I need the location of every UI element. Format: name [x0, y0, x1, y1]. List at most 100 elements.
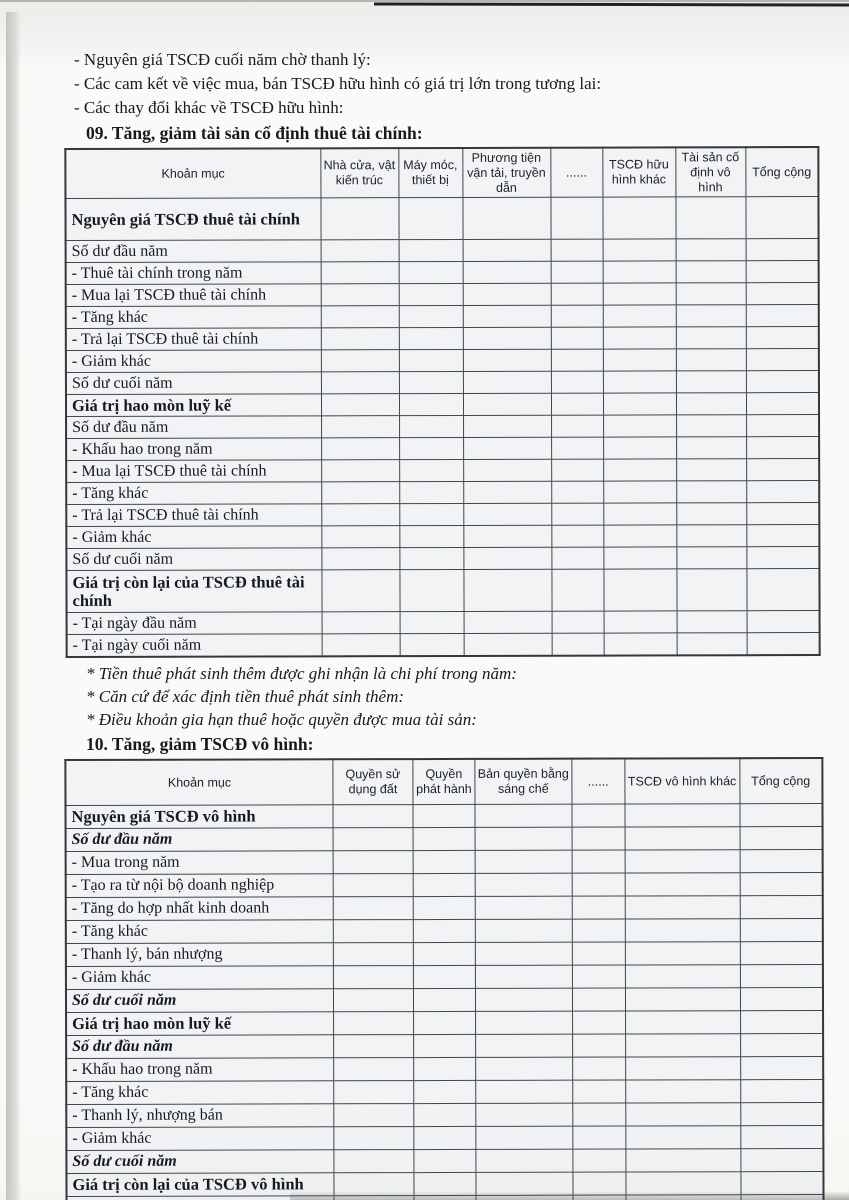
data-cell [463, 633, 552, 657]
table-row: Số dư cuối năm [65, 370, 819, 395]
row-label: Số dư cuối năm [65, 372, 321, 395]
row-label: Số dư đầu năm [66, 416, 322, 439]
table-row: Số dư đầu năm [65, 238, 819, 263]
data-cell [333, 1149, 414, 1174]
column-header: Tổng cộng [745, 147, 819, 197]
data-cell [475, 1126, 573, 1150]
note-line: * Điều khoản gia hạn thuê hoặc quyền đượ… [86, 710, 477, 730]
data-cell [320, 349, 399, 373]
row-label: Giá trị hao mòn luỹ kế [66, 1012, 334, 1036]
data-cell [572, 1126, 626, 1150]
data-cell [603, 415, 677, 438]
data-cell [603, 503, 677, 526]
data-cell [321, 459, 400, 483]
data-cell [676, 458, 747, 482]
data-cell [398, 283, 463, 306]
data-cell [399, 611, 464, 634]
row-label: - Giảm khác [66, 526, 322, 549]
data-cell [746, 414, 820, 437]
data-cell [746, 524, 820, 547]
data-cell [463, 569, 552, 612]
row-label: - Mua trong năm [65, 851, 334, 875]
data-cell [333, 965, 414, 990]
data-cell [572, 1195, 626, 1200]
data-cell [745, 282, 819, 305]
data-cell [398, 261, 463, 284]
row-label: Giá trị còn lại của TSCĐ vô hình [66, 1173, 335, 1197]
row-label: - Tại ngày đầu năm [66, 612, 322, 635]
data-cell [675, 370, 746, 394]
data-cell [572, 1149, 626, 1173]
scan-bottom-shadow [290, 1191, 849, 1200]
data-cell [746, 436, 820, 459]
data-cell [334, 1195, 415, 1200]
data-cell [745, 260, 819, 283]
row-label: - Thuê tài chính trong năm [65, 262, 321, 285]
table-row: Số dư cuối năm [65, 987, 824, 1013]
data-cell [550, 371, 603, 394]
row-label: - Tăng do hợp nhất kinh doanh [65, 897, 334, 921]
table-row: - Tăng khác [65, 918, 823, 944]
data-cell [462, 371, 551, 394]
data-cell [320, 393, 400, 417]
row-label: - Giảm khác [66, 1127, 334, 1151]
data-cell [413, 1103, 476, 1127]
data-cell [413, 1080, 476, 1104]
table-row: - Giảm khác [66, 524, 820, 549]
data-cell [572, 965, 626, 989]
data-cell [740, 1125, 824, 1149]
data-cell [625, 1102, 741, 1127]
row-label: - Mua lại TSCĐ thuê tài chính [66, 460, 322, 483]
data-cell [740, 1033, 824, 1057]
data-cell [463, 503, 552, 526]
row-label: - Tăng khác [65, 920, 334, 944]
data-cell [399, 525, 464, 548]
table-row: - Giảm khác [66, 1125, 824, 1151]
column-header: TSCĐ hữu hình khác [602, 147, 676, 198]
data-cell [321, 611, 400, 635]
data-cell [745, 304, 819, 327]
row-label: Giá trị hao mòn luỹ kế [65, 394, 322, 417]
data-cell [572, 942, 626, 966]
table-row: - Tại ngày đầu năm [66, 1194, 824, 1200]
data-cell [739, 918, 823, 942]
data-cell [625, 1125, 741, 1150]
table-row: - Giảm khác [65, 964, 823, 990]
data-cell [413, 1034, 476, 1058]
data-cell [625, 1010, 741, 1035]
table-row: - Mua lại TSCĐ thuê tài chính [66, 458, 820, 483]
data-cell [745, 392, 820, 415]
data-cell [746, 458, 820, 481]
data-cell [321, 525, 400, 549]
data-cell [462, 305, 551, 328]
row-label: - Trả lại TSCĐ thuê tài chính [65, 328, 321, 351]
data-cell [413, 1195, 477, 1200]
data-cell [625, 1079, 741, 1104]
data-cell [675, 196, 746, 240]
table-row: - Trả lại TSCĐ thuê tài chính [65, 326, 819, 351]
data-cell [475, 1011, 573, 1035]
data-cell [602, 283, 676, 306]
data-cell [320, 327, 399, 351]
data-cell [745, 196, 819, 239]
data-cell [551, 611, 604, 634]
row-label: - Khấu hao trong năm [66, 1058, 334, 1082]
data-cell [740, 1148, 824, 1172]
data-cell [321, 633, 400, 657]
data-cell [475, 965, 573, 989]
data-cell [551, 633, 604, 656]
table-row: Số dư đầu năm [66, 414, 820, 439]
document-table: Khoản mục Nhà cửa, vật kiến trúc Máy móc, … [64, 146, 821, 659]
data-cell [333, 1034, 414, 1059]
data-cell [740, 1194, 824, 1200]
data-cell [399, 437, 464, 460]
data-cell [550, 305, 603, 328]
data-cell [571, 827, 625, 851]
data-cell [413, 896, 476, 920]
data-cell [474, 804, 572, 828]
data-cell [624, 872, 740, 897]
data-cell [602, 239, 676, 262]
table-row: - Mua lại TSCĐ thuê tài chính [65, 282, 819, 307]
intro-line: - Nguyên giá TSCĐ cuối năm chờ thanh lý: [74, 50, 371, 69]
data-cell [463, 481, 552, 504]
